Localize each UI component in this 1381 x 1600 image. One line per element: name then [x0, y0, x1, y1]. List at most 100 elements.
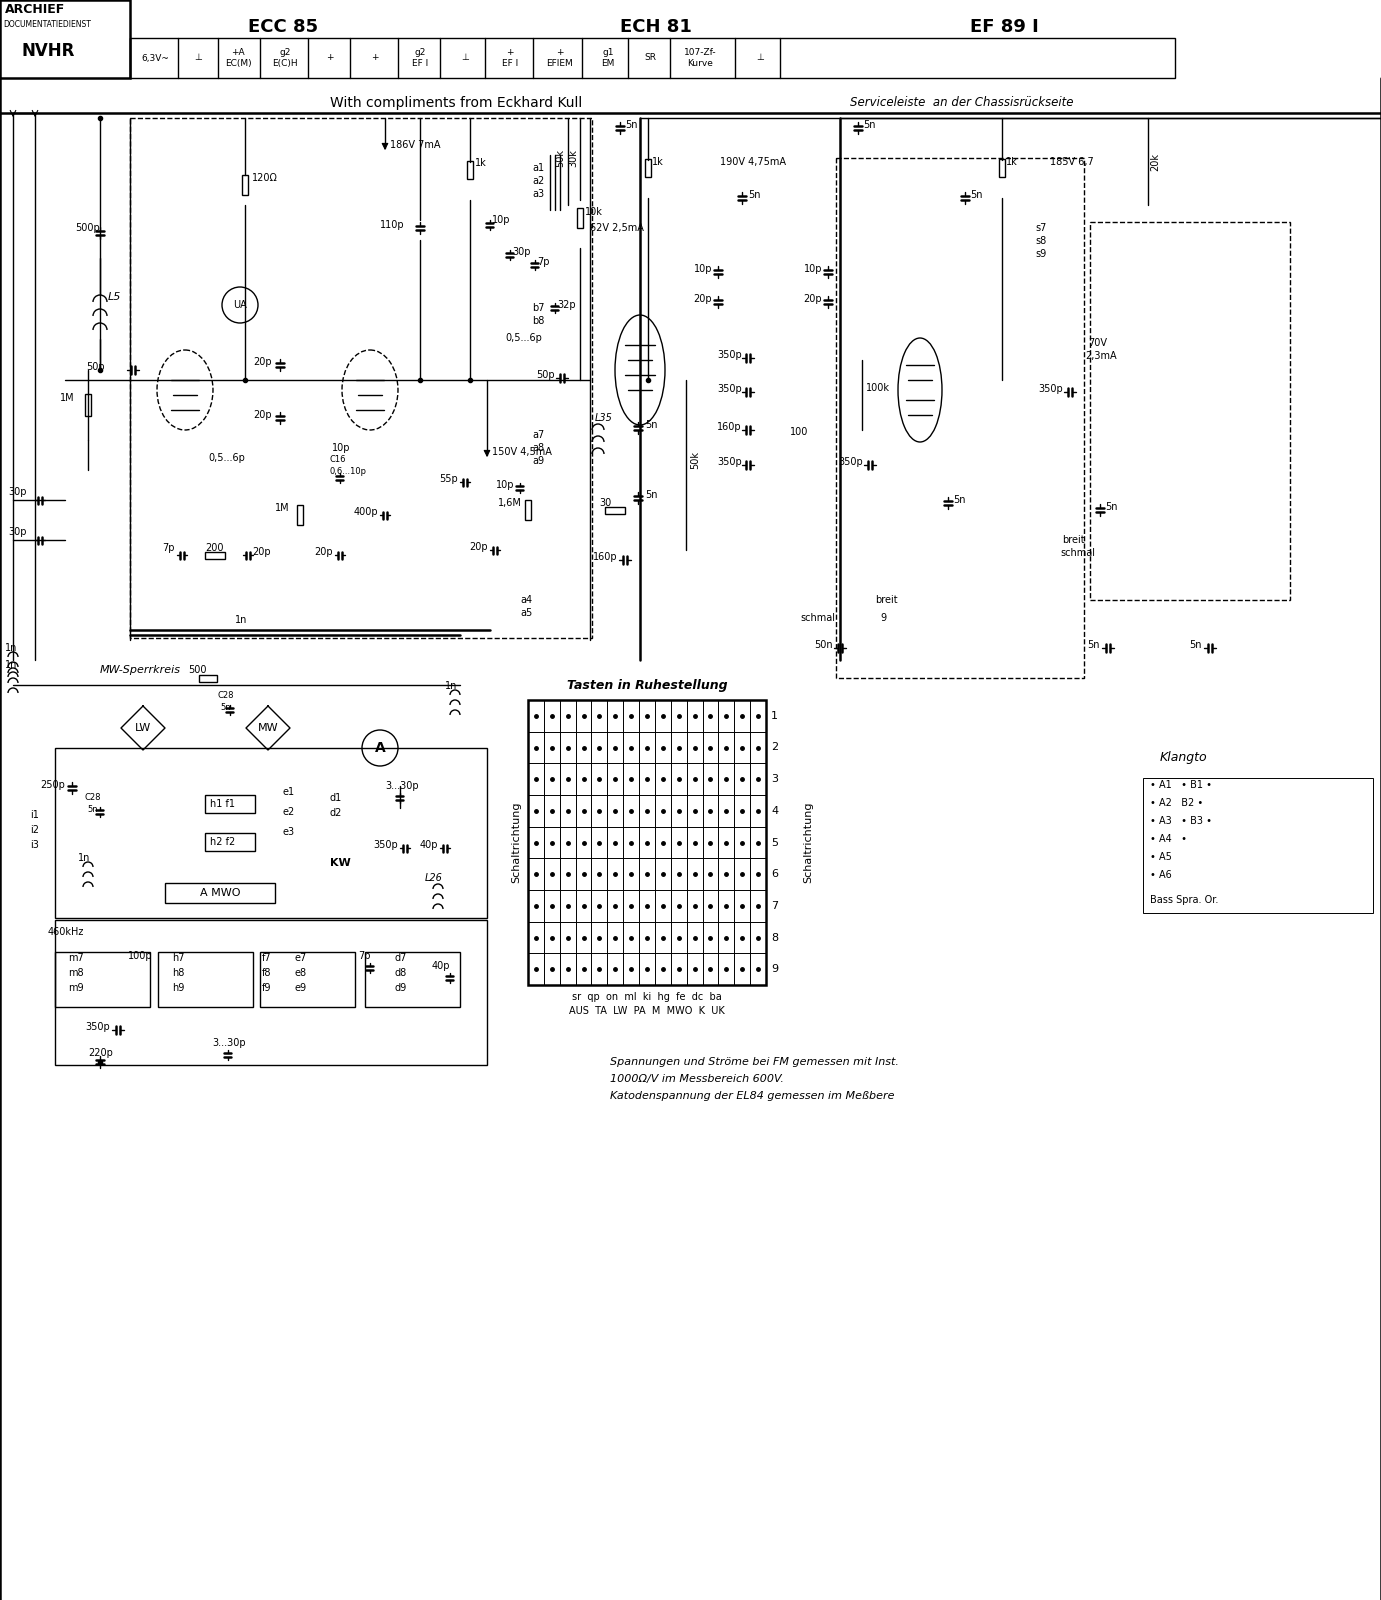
Text: • A6: • A6 [1150, 870, 1171, 880]
Bar [242, 174, 249, 195]
Text: b8: b8 [533, 317, 545, 326]
Text: ECC 85: ECC 85 [249, 18, 318, 35]
Text: 3...30p: 3...30p [213, 1038, 246, 1048]
Text: 40p: 40p [420, 840, 438, 850]
Text: 0,5...6p: 0,5...6p [505, 333, 541, 342]
Text: a4: a4 [521, 595, 533, 605]
Text: s8: s8 [1034, 235, 1047, 246]
Text: 10p: 10p [496, 480, 514, 490]
Text: 20p: 20p [253, 410, 272, 419]
Text: With compliments from Eckhard Kull: With compliments from Eckhard Kull [330, 96, 583, 110]
Text: 5n: 5n [863, 120, 876, 130]
Text: DOCUMENTATIEDIENST: DOCUMENTATIEDIENST [3, 19, 91, 29]
Text: 4: 4 [771, 806, 778, 816]
Text: m8: m8 [68, 968, 84, 978]
Text: 7p: 7p [358, 950, 370, 962]
Text: sr  qp  on  ml  ki  hg  fe  dc  ba: sr qp on ml ki hg fe dc ba [572, 992, 722, 1002]
Bar [55, 952, 151, 1006]
Bar [164, 883, 275, 902]
Text: m9: m9 [68, 982, 84, 994]
Text: MW-Sperrkreis: MW-Sperrkreis [99, 666, 181, 675]
Text: Spannungen und Ströme bei FM gemessen mit Inst.: Spannungen und Ströme bei FM gemessen mi… [610, 1058, 899, 1067]
Text: +: + [326, 53, 334, 62]
Text: a2: a2 [533, 176, 545, 186]
Text: 3...30p: 3...30p [385, 781, 418, 790]
Text: g2
E(C)H: g2 E(C)H [272, 48, 298, 67]
Text: 1k: 1k [1005, 157, 1018, 166]
Text: 10p: 10p [492, 214, 511, 226]
Text: +A
EC(M): +A EC(M) [225, 48, 251, 67]
Text: 107-Zf-
Kurve: 107-Zf- Kurve [684, 48, 717, 67]
Text: 2,3mA: 2,3mA [1085, 350, 1117, 362]
Text: 1n: 1n [6, 643, 18, 653]
Bar [55, 749, 487, 918]
Text: a1: a1 [533, 163, 545, 173]
Text: NVHR: NVHR [22, 42, 76, 59]
Text: 50k: 50k [690, 451, 700, 469]
Bar [525, 499, 532, 520]
Text: e2: e2 [283, 806, 296, 818]
Text: 400p: 400p [354, 507, 378, 517]
Bar [130, 118, 592, 638]
Text: 500p: 500p [75, 222, 99, 234]
Text: 55p: 55p [439, 474, 458, 483]
Text: 20k: 20k [1150, 154, 1160, 171]
Text: 7p: 7p [162, 542, 174, 554]
Text: A: A [374, 741, 385, 755]
Bar [645, 158, 650, 178]
Text: 20p: 20p [315, 547, 333, 557]
Text: L35: L35 [595, 413, 613, 422]
Text: 30p: 30p [8, 526, 26, 538]
Text: 5: 5 [771, 837, 778, 848]
Text: 460kHz: 460kHz [48, 926, 84, 938]
Text: 350p: 350p [717, 458, 742, 467]
Text: +: + [371, 53, 378, 62]
Text: 50n: 50n [815, 640, 833, 650]
Text: Schaltrichtung: Schaltrichtung [802, 802, 813, 883]
Text: h2 f2: h2 f2 [210, 837, 235, 846]
Bar [260, 952, 355, 1006]
Text: EF 89 I: EF 89 I [969, 18, 1039, 35]
Text: 1n: 1n [235, 614, 247, 626]
Text: e9: e9 [296, 982, 307, 994]
Text: C16: C16 [330, 456, 347, 464]
Text: 10k: 10k [586, 206, 603, 218]
Text: ⊥: ⊥ [461, 53, 470, 62]
Text: 20p: 20p [804, 294, 822, 304]
Text: 40p: 40p [432, 962, 450, 971]
Text: 32p: 32p [557, 301, 576, 310]
Text: Tasten in Ruhestellung: Tasten in Ruhestellung [566, 678, 728, 691]
Text: • A3   • B3 •: • A3 • B3 • [1150, 816, 1213, 826]
Bar [204, 795, 255, 813]
Text: 5n: 5n [1087, 640, 1101, 650]
Text: b7: b7 [533, 302, 545, 314]
Text: 30k: 30k [568, 149, 579, 166]
Text: ARCHIEF: ARCHIEF [6, 3, 65, 16]
Text: 10p: 10p [804, 264, 822, 274]
Text: 5n: 5n [645, 490, 657, 499]
Text: • A1   • B1 •: • A1 • B1 • [1150, 781, 1213, 790]
Text: L26: L26 [425, 874, 443, 883]
Text: 186V 7mA: 186V 7mA [389, 141, 441, 150]
Text: d7: d7 [395, 954, 407, 963]
Bar [577, 208, 583, 227]
Text: 9: 9 [771, 965, 778, 974]
Text: i2: i2 [30, 826, 39, 835]
Text: • A4   •: • A4 • [1150, 834, 1188, 845]
Text: 6,3V~: 6,3V~ [141, 53, 168, 62]
Text: a9: a9 [533, 456, 545, 466]
Text: s9: s9 [1034, 250, 1047, 259]
Text: 110p: 110p [380, 219, 405, 230]
Bar [199, 675, 217, 682]
Text: 7: 7 [771, 901, 778, 910]
Text: 50p: 50p [87, 362, 105, 371]
Bar [467, 162, 474, 179]
Bar [297, 506, 302, 525]
Text: h9: h9 [173, 982, 185, 994]
Text: schmal: schmal [800, 613, 836, 622]
Text: 350p: 350p [717, 384, 742, 394]
Text: L5: L5 [108, 291, 122, 302]
Text: 500: 500 [188, 666, 207, 675]
Text: Schaltrichtung: Schaltrichtung [511, 802, 521, 883]
Bar [86, 394, 91, 416]
